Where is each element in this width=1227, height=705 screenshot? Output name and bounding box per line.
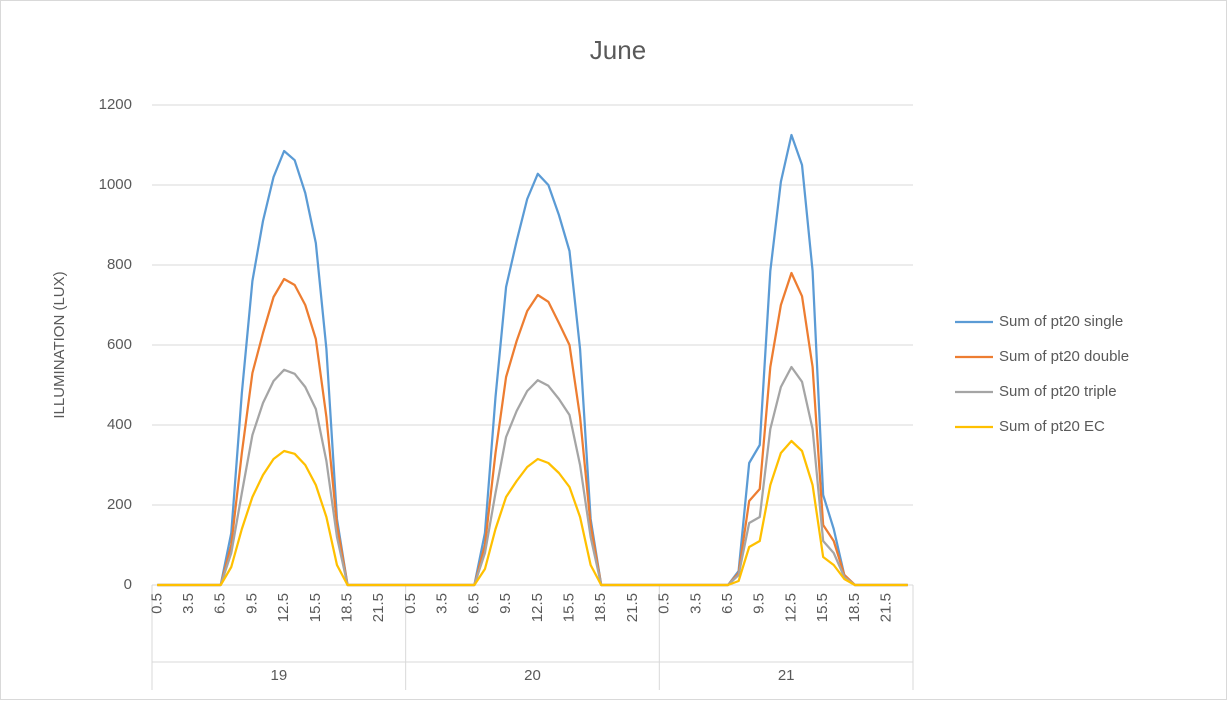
legend-label: Sum of pt20 EC: [999, 418, 1105, 435]
series-line: [157, 133, 908, 587]
x-tick-label: 0.5: [656, 593, 673, 614]
y-tick-label: 1000: [99, 176, 132, 193]
y-tick-label: 400: [107, 416, 132, 433]
x-tick-label: 12.5: [275, 593, 292, 622]
y-tick-label: 1200: [99, 96, 132, 113]
group-label: 19: [270, 667, 287, 684]
x-tick-label: 15.5: [560, 593, 577, 622]
y-tick-label: 200: [107, 496, 132, 513]
x-tick-label: 0.5: [148, 593, 165, 614]
x-tick-label: 21.5: [878, 593, 895, 622]
legend-label: Sum of pt20 double: [999, 348, 1129, 365]
group-label: 21: [778, 667, 795, 684]
y-tick-label: 600: [107, 336, 132, 353]
x-tick-label: 0.5: [402, 593, 419, 614]
x-tick-label: 9.5: [497, 593, 514, 614]
x-tick-label: 9.5: [243, 593, 260, 614]
x-tick-label: 12.5: [782, 593, 799, 622]
legend-label: Sum of pt20 single: [999, 313, 1123, 330]
x-tick-label: 21.5: [624, 593, 641, 622]
x-tick-label: 18.5: [592, 593, 609, 622]
x-tick-label: 3.5: [180, 593, 197, 614]
x-tick-label: 6.5: [465, 593, 482, 614]
x-tick-label: 21.5: [370, 593, 387, 622]
x-tick-label: 3.5: [434, 593, 451, 614]
x-tick-label: 9.5: [751, 593, 768, 614]
x-tick-label: 18.5: [846, 593, 863, 622]
x-tick-label: 6.5: [212, 593, 229, 614]
y-axis-label: ILLUMINATION (LUX): [51, 271, 68, 418]
legend-label: Sum of pt20 triple: [999, 383, 1117, 400]
x-tick-label: 18.5: [339, 593, 356, 622]
chart-title: June: [590, 35, 646, 65]
x-tick-label: 15.5: [307, 593, 324, 622]
series-line: [157, 271, 908, 587]
series-line: [157, 439, 908, 587]
y-tick-label: 800: [107, 256, 132, 273]
group-label: 20: [524, 667, 541, 684]
series-line: [157, 365, 908, 587]
y-tick-label: 0: [124, 576, 132, 593]
x-tick-label: 3.5: [687, 593, 704, 614]
x-tick-label: 6.5: [719, 593, 736, 614]
x-tick-label: 12.5: [529, 593, 546, 622]
x-tick-label: 15.5: [814, 593, 831, 622]
